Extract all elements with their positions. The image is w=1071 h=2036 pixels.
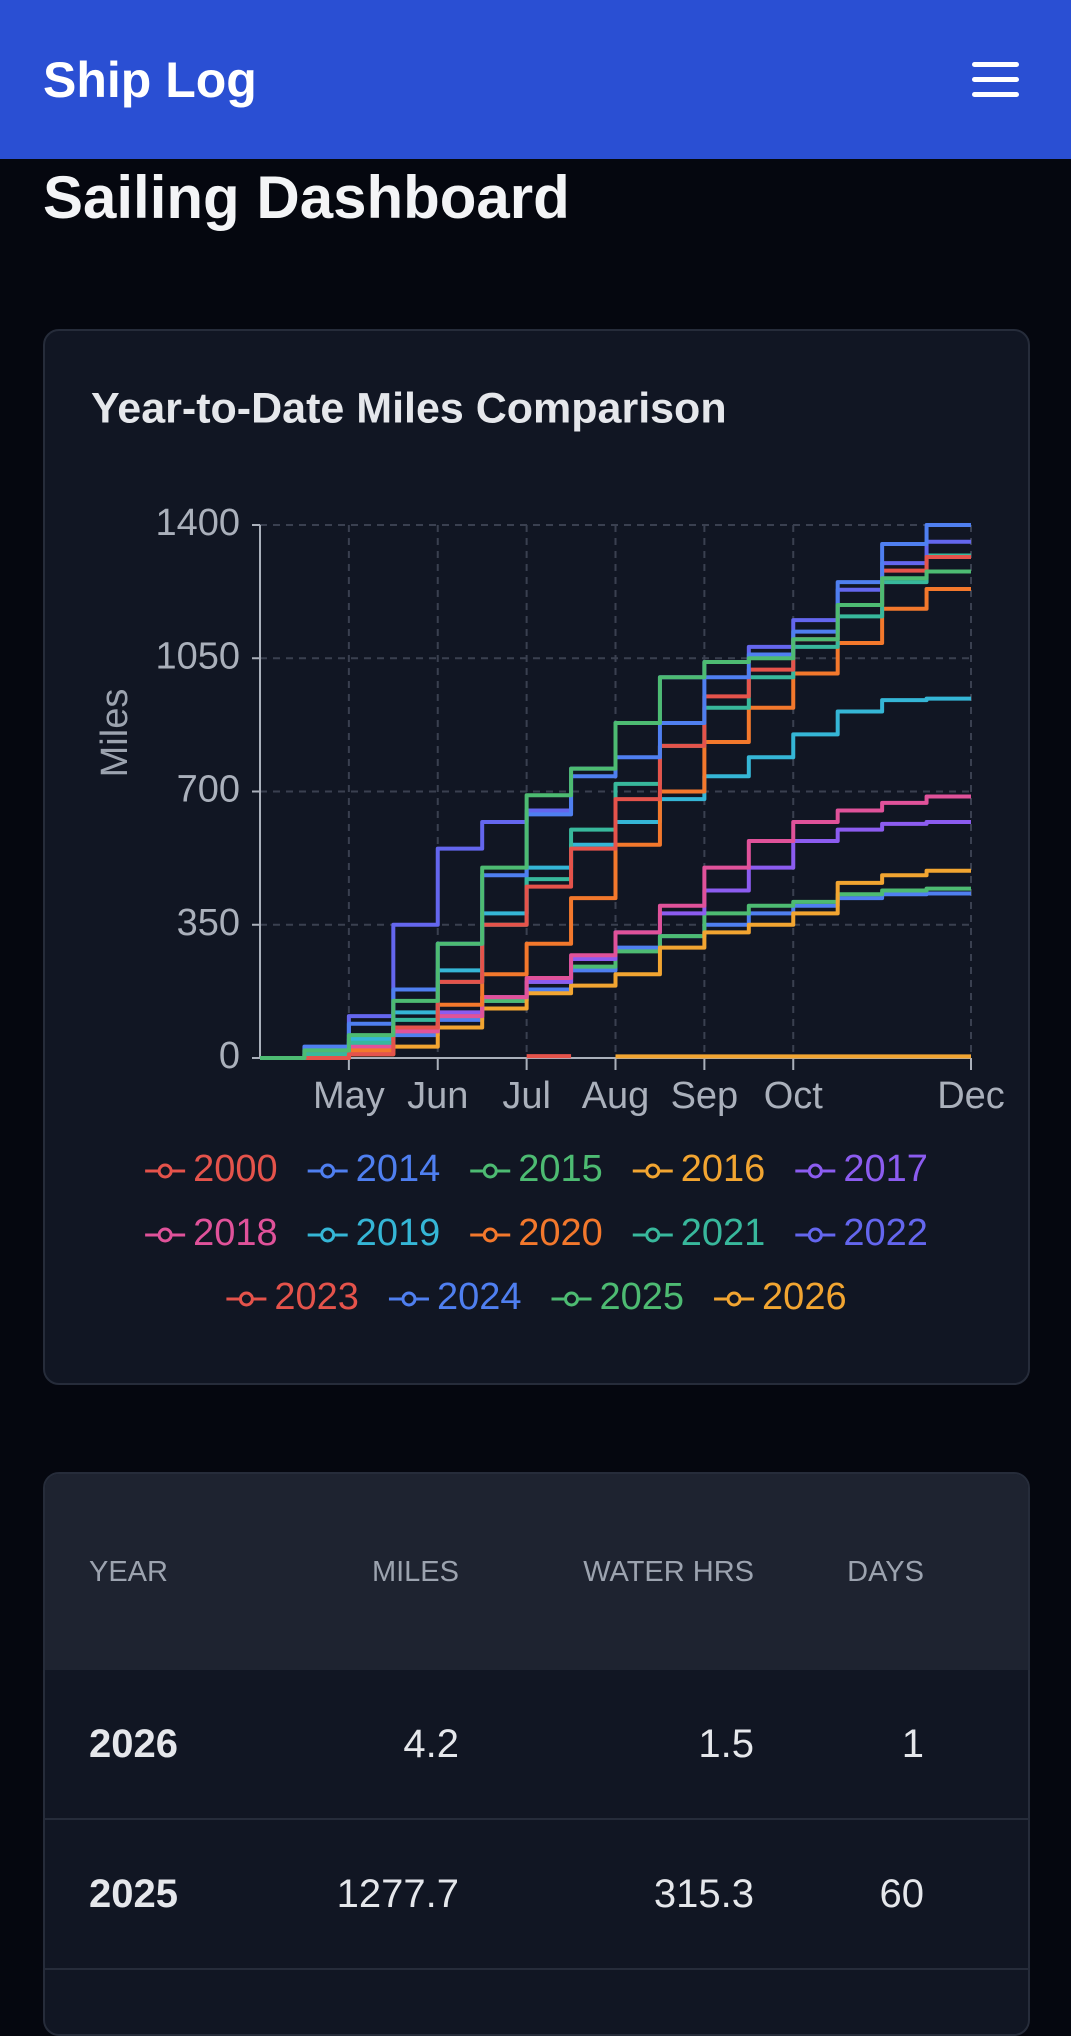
- menu-bar: [972, 92, 1019, 97]
- table-cell: 4.2: [279, 1670, 459, 1820]
- series-line: [260, 569, 971, 1060]
- legend-label: 2026: [762, 1276, 847, 1318]
- x-tick-label: Jul: [502, 1075, 551, 1117]
- legend-label: 2020: [518, 1212, 603, 1254]
- column-header[interactable]: MILES: [279, 1474, 459, 1670]
- legend-marker: [157, 1163, 173, 1179]
- y-axis-title: Miles: [94, 689, 136, 778]
- legend-label: 2014: [356, 1148, 441, 1190]
- legend-item[interactable]: 2019: [307, 1212, 441, 1254]
- y-tick-label: 0: [219, 1035, 240, 1077]
- legend-marker: [564, 1291, 579, 1307]
- legend-marker: [807, 1163, 823, 1179]
- table-cell: 1: [754, 1670, 924, 1820]
- chart-card: Year-to-Date Miles Comparison Miles 0 350…: [43, 329, 1030, 1385]
- y-tick-label: 1400: [155, 502, 240, 544]
- table-cell: 89.2: [924, 1819, 1028, 1970]
- legend-label: 2022: [843, 1212, 928, 1254]
- legend-item[interactable]: 2026: [714, 1276, 847, 1318]
- table-cell: 2026: [45, 1670, 279, 1820]
- x-tick-label: Oct: [764, 1075, 824, 1117]
- menu-bar: [972, 77, 1019, 82]
- legend-item[interactable]: 2020: [470, 1212, 603, 1254]
- x-tick-label: Dec: [937, 1075, 1005, 1117]
- legend-item[interactable]: 2017: [795, 1148, 928, 1190]
- brand[interactable]: Ship Log: [43, 52, 257, 108]
- y-tick-label: 700: [177, 769, 240, 811]
- legend-item[interactable]: 2022: [795, 1212, 928, 1254]
- legend-marker: [320, 1163, 336, 1179]
- column-header[interactable]: YEAR: [45, 1474, 279, 1670]
- legend-item[interactable]: 2015: [470, 1148, 603, 1190]
- chart: Year-to-Date Miles Comparison Miles 0 350…: [91, 384, 1005, 1318]
- legend-label: 2023: [274, 1276, 359, 1318]
- legend-item[interactable]: 2021: [632, 1212, 766, 1254]
- table-cell: 60: [754, 1819, 924, 1970]
- column-header[interactable]: DAYS: [754, 1474, 924, 1670]
- x-tick-label: Aug: [582, 1075, 650, 1117]
- legend-label: 2025: [600, 1276, 685, 1318]
- legend-marker: [726, 1291, 742, 1307]
- legend-marker: [482, 1227, 498, 1243]
- top-bar: Ship Log: [0, 0, 1071, 159]
- chart-title: Year-to-Date Miles Comparison: [91, 384, 727, 432]
- legend-marker: [320, 1227, 336, 1243]
- legend-label: 2015: [518, 1148, 603, 1190]
- column-header[interactable]: WATER HRS: [459, 1474, 754, 1670]
- legend-marker: [807, 1227, 823, 1243]
- y-tick-label: 1050: [155, 635, 240, 677]
- legend-label: 2018: [193, 1212, 278, 1254]
- menu-bar: [972, 62, 1019, 67]
- legend-marker: [645, 1163, 661, 1179]
- legend-item[interactable]: 2024: [388, 1276, 522, 1318]
- table-cell: 1.5: [459, 1670, 754, 1820]
- legend-marker: [238, 1291, 254, 1307]
- table-cell: 0.2: [924, 1670, 1028, 1820]
- column-header[interactable]: ENG HRS: [924, 1474, 1028, 1670]
- x-tick-label: May: [313, 1075, 385, 1117]
- y-tick-label: 350: [177, 902, 240, 944]
- legend-marker: [645, 1227, 661, 1243]
- legend-item[interactable]: 2025: [551, 1276, 685, 1318]
- legend-item[interactable]: 2014: [307, 1148, 441, 1190]
- table-cell: 2025: [45, 1819, 279, 1970]
- legend-item[interactable]: 2016: [632, 1148, 766, 1190]
- legend-marker: [482, 1163, 498, 1179]
- legend-item[interactable]: 2000: [145, 1148, 278, 1190]
- legend-label: 2019: [356, 1212, 441, 1254]
- legend-item[interactable]: 2018: [145, 1212, 278, 1254]
- legend-label: 2016: [681, 1148, 766, 1190]
- table-cell: 1277.7: [279, 1819, 459, 1970]
- legend-label: 2021: [681, 1212, 766, 1254]
- x-tick-label: Jun: [407, 1075, 468, 1117]
- page-title: Sailing Dashboard: [43, 164, 570, 231]
- legend-label: 2000: [193, 1148, 278, 1190]
- legend-label: 2017: [843, 1148, 928, 1190]
- legend-marker: [401, 1291, 417, 1307]
- table-cell: 315.3: [459, 1819, 754, 1970]
- legend-marker: [157, 1227, 173, 1243]
- x-tick-label: Sep: [671, 1075, 739, 1117]
- menu-button[interactable]: [970, 58, 1022, 102]
- legend-label: 2024: [437, 1276, 522, 1318]
- legend-item[interactable]: 2023: [226, 1276, 359, 1318]
